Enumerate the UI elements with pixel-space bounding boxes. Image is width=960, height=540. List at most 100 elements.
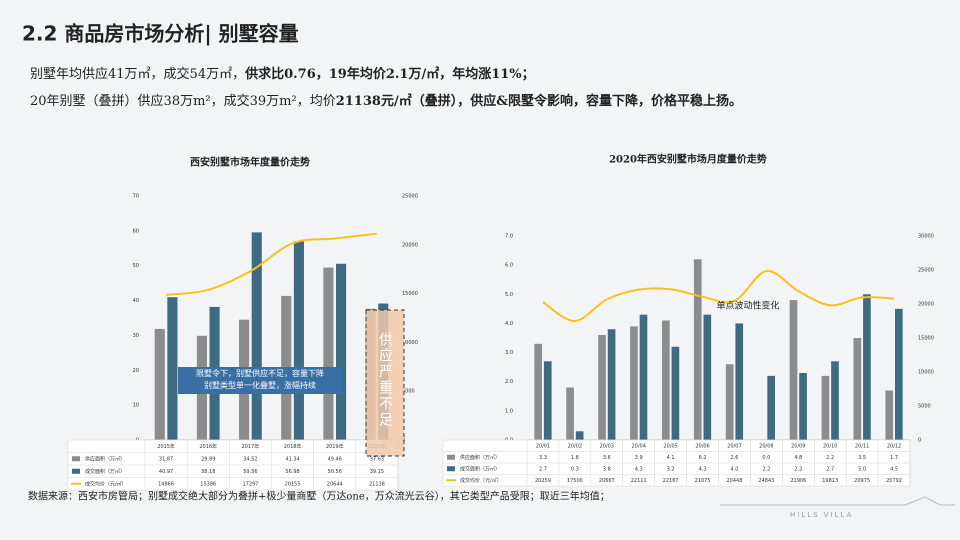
data-label: 37.63 [370,456,384,462]
x-tick-label: 20/09 [791,443,805,449]
data-label: 24843 [758,478,774,484]
x-tick-label: 20/12 [887,443,901,449]
data-label: 17500 [567,478,583,484]
x-tick-label: 2015年 [157,443,175,450]
data-label: 20667 [599,478,615,484]
y-tick-label: 1.0 [505,408,513,414]
x-tick-label: 2016年 [199,443,217,450]
summary-text: 别墅年均供应41万㎡，成交54万㎡， [30,66,245,82]
data-label: 2.6 [730,455,738,461]
data-label: 50.56 [328,469,342,475]
y-tick-label: 5.0 [505,292,513,298]
data-label: 3.8 [603,466,611,472]
data-label: 2.2 [762,466,770,472]
data-label: 40.97 [159,469,173,475]
bar [799,372,807,440]
data-label: 59.56 [243,469,257,475]
y2-tick-label: 10000 [918,370,934,376]
data-label: 2.2 [826,455,834,461]
summary-bold: 21138元/㎡（叠拼） [336,93,457,109]
bar [154,328,165,440]
bar [251,232,262,440]
line [542,270,895,323]
y-tick-label: 60 [133,228,139,234]
y2-tick-label: 5000 [918,404,931,410]
data-label: 2.7 [539,466,547,472]
y2-tick-label: 5000 [402,389,415,395]
data-label: 29.89 [201,456,215,462]
data-label: 6.2 [699,455,707,461]
y-tick-label: 6.0 [505,263,513,269]
bar [662,320,670,440]
data-label: 21138 [369,481,385,487]
annotation: 别墅类型单一化叠墅，涨幅持续 [204,380,316,390]
data-label: 3.2 [667,466,675,472]
summary-line: 20年别墅（叠拼）供应38万m²，成交39万m²，均价21138元/㎡（叠拼），… [30,93,742,109]
chart-title: 西安别墅市场年度量价走势 [190,156,310,169]
data-label: 56.98 [285,469,299,475]
data-label: 31.87 [159,456,173,462]
data-label: 22167 [663,478,679,484]
bar [725,364,734,440]
y-tick-label: 70 [133,194,139,200]
data-label: 41.34 [285,456,299,462]
chart-title: 2020年西安别墅市场月度量价走势 [609,153,767,166]
bar [853,338,862,440]
annotation: 单点波动性变化 [716,300,779,312]
data-label: 20975 [854,478,870,484]
data-label: 14866 [158,481,174,487]
data-label: 4.8 [794,455,802,461]
bar [789,300,798,440]
data-label: 19813 [822,478,838,484]
data-label: 4.1 [667,455,675,461]
y2-tick-label: 20000 [918,302,934,308]
legend-label: 成交均价（元/㎡） [460,477,502,484]
data-label: 0.0 [762,455,770,461]
data-label: 1.7 [890,455,898,461]
data-label: 3.5 [858,455,866,461]
data-label: 20448 [727,478,743,484]
y-tick-label: 7.0 [505,234,513,240]
bar [630,326,638,440]
bar [671,346,680,440]
x-tick-label: 2017年 [242,443,260,450]
line [165,232,378,296]
bar [885,390,894,440]
bar [767,375,775,440]
y-tick-label: 4.0 [505,321,513,327]
summary-bold: 供求比0.76，19年均价2.1万/㎡，年均涨11%； [244,66,535,82]
data-label: 49.46 [328,456,342,462]
y2-tick-label: 20000 [402,242,418,248]
data-label: 34.52 [243,456,257,462]
y2-tick-label: 25000 [402,194,418,200]
data-label: 20644 [327,481,343,487]
data-label: 4.0 [730,466,738,472]
data-label: 21075 [695,478,711,484]
legend-swatch [447,454,455,460]
data-label: 22111 [631,478,647,484]
slide-title: 2.2 商品房市场分析| 别墅容量 [22,22,299,46]
bar [821,375,830,440]
bar [575,431,584,440]
data-label: 3.6 [603,455,611,461]
y-tick-label: 20 [133,368,139,374]
x-tick-label: 20/06 [695,443,709,449]
x-tick-label: 20/02 [568,443,582,449]
data-label: 20259 [535,478,551,484]
bar [693,259,702,440]
bar [598,335,606,440]
bar [293,241,304,440]
legend-swatch [72,468,80,474]
data-label: 38.18 [201,469,215,475]
x-tick-label: 20/10 [823,443,837,449]
bar [323,267,334,440]
logo: HILLS VILLA [790,511,853,519]
bar [863,294,871,440]
data-label: 20155 [285,481,301,487]
annotation-box [365,309,405,457]
annotation-box [178,367,343,394]
data-label: 39.15 [370,469,384,475]
bar [831,361,839,440]
bar [735,323,744,440]
